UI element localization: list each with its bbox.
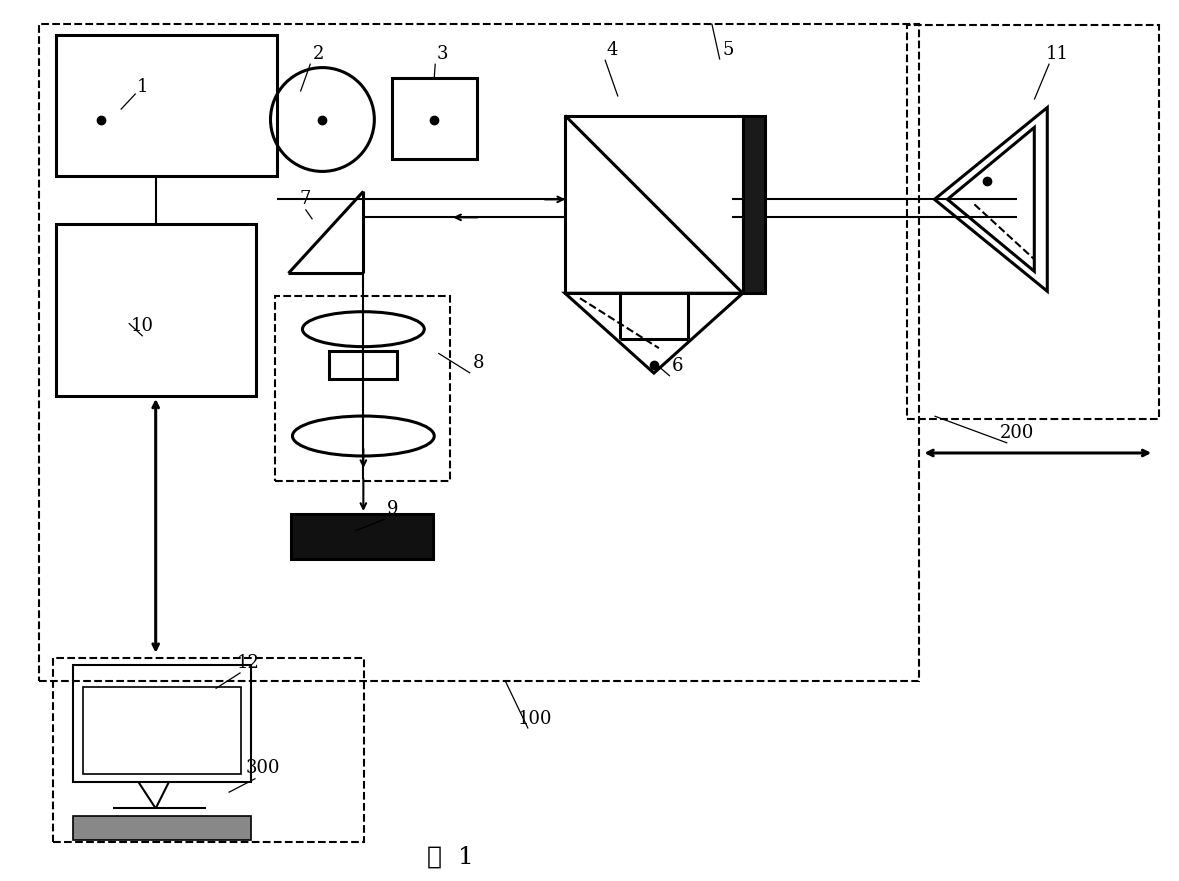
Text: 5: 5	[722, 41, 733, 59]
Text: 3: 3	[436, 45, 448, 63]
Text: 7: 7	[299, 190, 311, 209]
Polygon shape	[291, 514, 433, 559]
Text: 300: 300	[245, 759, 279, 777]
Polygon shape	[743, 115, 765, 293]
Text: 4: 4	[606, 41, 618, 59]
Text: 1: 1	[137, 78, 149, 95]
Text: 8: 8	[473, 354, 483, 372]
Text: 2: 2	[312, 45, 324, 63]
Text: 10: 10	[131, 317, 154, 335]
Text: 9: 9	[387, 500, 399, 518]
Text: 12: 12	[237, 654, 261, 671]
Text: 6: 6	[672, 357, 684, 375]
Text: 200: 200	[1000, 424, 1034, 442]
Text: 11: 11	[1046, 45, 1068, 63]
Text: 图  1: 图 1	[427, 846, 474, 869]
Polygon shape	[73, 817, 250, 840]
Text: 100: 100	[518, 709, 552, 728]
